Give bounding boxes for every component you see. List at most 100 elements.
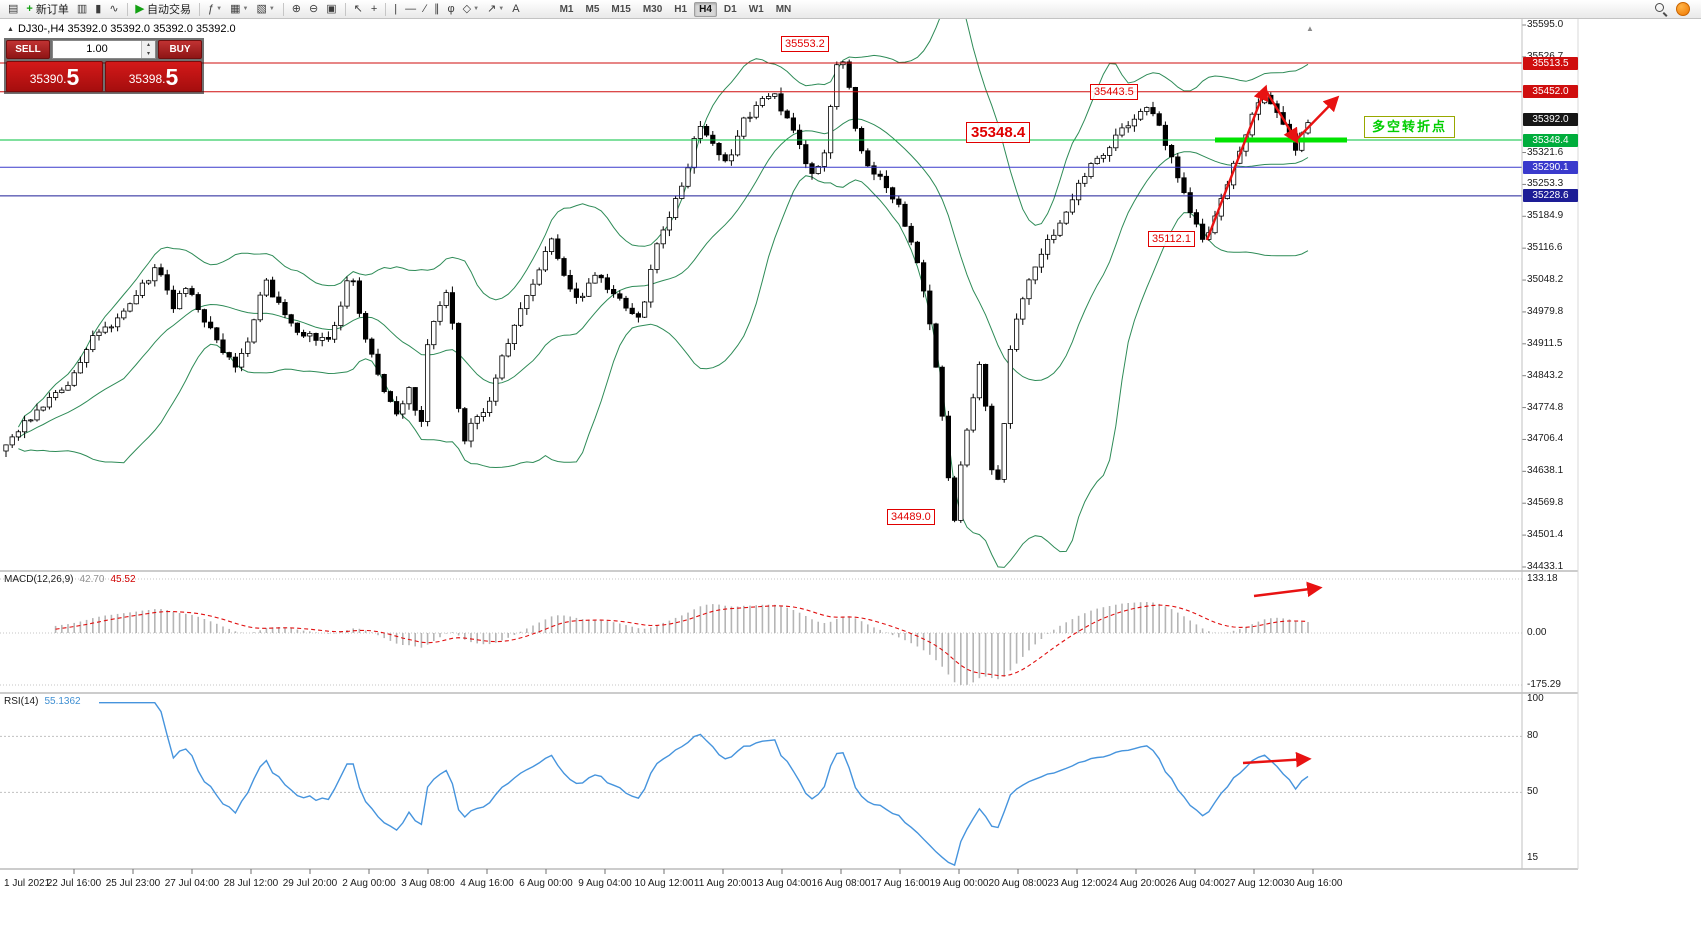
cursor-icon-glyph: ↖ — [353, 2, 363, 15]
chart-canvas — [0, 19, 1579, 874]
chart-window-icon-glyph: ▤ — [8, 2, 19, 15]
price-tick-label: 35526.7 — [1527, 51, 1563, 62]
indicators-icon[interactable]: ƒ ▼ — [205, 1, 225, 17]
time-label: 9 Aug 04:00 — [578, 878, 632, 889]
buy-price-pip: 5 — [165, 64, 179, 90]
sell-price[interactable]: 35390. 5 — [6, 61, 103, 92]
chart-overlays: ▲ DJ30-,H4 35392.0 35392.0 35392.0 35392… — [0, 19, 1701, 940]
crosshair-icon[interactable]: + — [368, 1, 380, 17]
buy-button[interactable]: BUY — [158, 40, 202, 59]
price-annotation[interactable]: 35112.1 — [1148, 231, 1195, 247]
shapes-icon-glyph: ◇ — [462, 2, 472, 15]
timeframe-toolbar: M1 M5 M15 M30 H1 H4 D1 W1 MN — [554, 1, 798, 17]
notification-badge[interactable] — [1676, 2, 1690, 16]
macd-indicator-label: MACD(12,26,9) 42.70 45.52 — [4, 574, 136, 585]
time-label: 6 Aug 00:00 — [519, 878, 573, 889]
fibonacci-icon[interactable]: φ — [445, 1, 458, 17]
periods-icon[interactable]: ▦ ▼ — [227, 1, 251, 17]
arrows-icon-glyph: ↗ — [487, 2, 497, 15]
time-label: 17 Aug 16:00 — [870, 878, 930, 889]
channel-icon[interactable]: ∥ — [431, 1, 443, 17]
chart-bars-icon[interactable]: ▥ — [74, 1, 90, 17]
trendline-icon[interactable]: ∕ — [421, 1, 429, 17]
price-tick-label: 34638.1 — [1527, 465, 1564, 477]
price-tick-label: 34433.1 — [1527, 560, 1564, 572]
sell-price-pip: 5 — [66, 64, 80, 90]
channel-icon-glyph: ∥ — [434, 2, 440, 15]
volume-down-button[interactable]: ▾ — [142, 49, 155, 58]
timeframe-m15[interactable]: M15 — [611, 3, 631, 15]
price-tick-label: 35321.6 — [1527, 146, 1564, 158]
timeframe-d1[interactable]: D1 — [723, 3, 737, 15]
arrows-icon[interactable]: ↗ ▼ — [484, 1, 507, 17]
autotrading-glyph: ▶ — [135, 2, 144, 15]
time-label: 24 Aug 20:00 — [1106, 878, 1166, 889]
macd-name: MACD(12,26,9) — [4, 574, 74, 585]
price-tick-label: 34501.4 — [1527, 529, 1564, 541]
volume-value: 1.00 — [86, 43, 108, 55]
chart-candles-icon-glyph: ▮ — [95, 2, 102, 15]
price-annotation[interactable]: 35443.5 — [1090, 84, 1138, 100]
horizontal-line-icon[interactable]: — — [402, 1, 419, 17]
zoom-out-icon[interactable]: ⊖ — [306, 1, 321, 17]
price-badge-35392.0: 35392.0 — [1523, 113, 1578, 127]
price-tick-label: 35595.0 — [1527, 19, 1564, 30]
rsi-axis-label: 50 — [1527, 786, 1539, 798]
toolbar-separator — [344, 2, 346, 16]
new-order-button[interactable]: + 新订单 — [23, 1, 71, 17]
chart-window-icon[interactable]: ▤ — [5, 1, 21, 17]
rsi-indicator-label: RSI(14) 55.1362 — [4, 696, 81, 707]
chart-window: ▲ DJ30-,H4 35392.0 35392.0 35392.0 35392… — [0, 19, 1701, 940]
price-annotation[interactable]: 34489.0 — [887, 509, 935, 525]
time-label: 26 Aug 04:00 — [1165, 878, 1225, 889]
volume-field[interactable]: 1.00 ▴ ▾ — [52, 40, 156, 59]
price-badge-35228.6: 35228.6 — [1523, 189, 1578, 203]
price-annotation[interactable]: 35348.4 — [966, 122, 1031, 143]
tile-windows-icon[interactable]: ▣ — [323, 1, 339, 17]
time-label: 29 Jul 20:00 — [282, 878, 338, 889]
dropdown-caret-icon: ▼ — [216, 6, 223, 12]
price-tick-label: 34843.2 — [1527, 369, 1564, 381]
chart-shift-marker[interactable]: ▲ — [1306, 24, 1314, 33]
price-tick-label: 34706.4 — [1527, 433, 1564, 445]
toolbar-items: ▤ + 新订单 ▥ ▮ ∿ ▶ 自动交易 ƒ ▼ ▦ ▼ ▧ ▼ ⊕ ⊖ ▣ ↖ + | — ∕ ∥ φ ◇ ▼ ↗ ▼ A — [4, 1, 524, 17]
sell-button[interactable]: SELL — [6, 40, 50, 59]
crosshair-icon-glyph: + — [370, 2, 378, 15]
cursor-icon[interactable]: ↖ — [351, 1, 366, 17]
horizontal-line-icon-glyph: — — [405, 2, 417, 15]
time-label: 28 Jul 12:00 — [223, 878, 279, 889]
indicators-icon-glyph: ƒ — [208, 2, 215, 15]
chart-candles-icon[interactable]: ▮ — [92, 1, 104, 17]
toolbar-right — [1655, 2, 1697, 16]
buy-price-main: 35398. — [128, 72, 166, 86]
shapes-icon[interactable]: ◇ ▼ — [460, 1, 482, 17]
text-label-icon-glyph: A — [512, 2, 520, 15]
volume-steppers: ▴ ▾ — [141, 41, 155, 58]
search-icon[interactable] — [1655, 3, 1667, 15]
chart-line-icon[interactable]: ∿ — [106, 1, 121, 17]
toolbar-separator — [385, 2, 387, 16]
timeframe-mn[interactable]: MN — [775, 3, 792, 15]
volume-up-button[interactable]: ▴ — [142, 41, 155, 50]
price-annotation[interactable]: 35553.2 — [781, 36, 829, 52]
timeframe-w1[interactable]: W1 — [748, 3, 764, 15]
timeframe-m30[interactable]: M30 — [642, 3, 663, 15]
timeframe-h1[interactable]: H1 — [674, 3, 688, 15]
time-label: 16 Aug 08:00 — [811, 878, 871, 889]
drawing-objects — [1205, 84, 1347, 768]
timeframe-m1[interactable]: M1 — [559, 3, 574, 15]
one-click-price-row: 35390. 5 35398. 5 — [6, 61, 202, 92]
price-badge-35513.5: 35513.5 — [1523, 56, 1578, 70]
templates-icon[interactable]: ▧ ▼ — [253, 1, 277, 17]
timeframe-m5[interactable]: M5 — [585, 3, 600, 15]
vertical-line-icon[interactable]: | — [391, 1, 400, 17]
new-order-glyph: + — [26, 2, 33, 15]
panel-frame — [0, 19, 1579, 874]
turning-point-note[interactable]: 多空转折点 — [1364, 116, 1456, 138]
buy-price[interactable]: 35398. 5 — [105, 61, 202, 92]
templates-icon-glyph: ▧ — [256, 2, 267, 15]
autotrading-button[interactable]: ▶ 自动交易 — [133, 1, 194, 17]
zoom-in-icon[interactable]: ⊕ — [289, 1, 304, 17]
text-label-icon[interactable]: A — [509, 1, 522, 17]
timeframe-h4[interactable]: H4 — [694, 1, 717, 17]
